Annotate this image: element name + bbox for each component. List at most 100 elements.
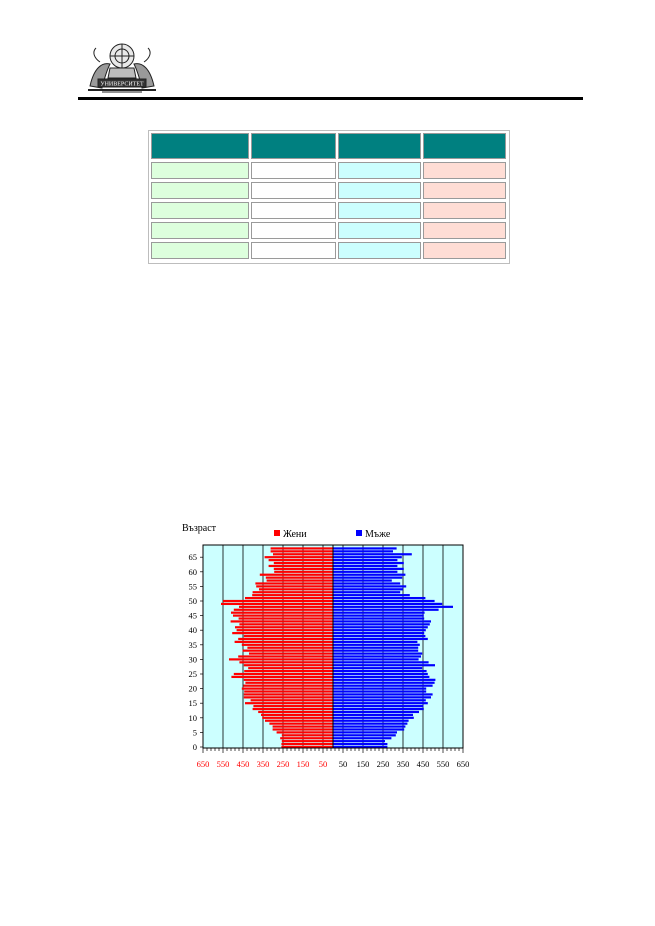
bar-men — [333, 626, 428, 629]
bar-women — [229, 658, 333, 661]
table-cell — [251, 182, 336, 199]
y-tick-label: 40 — [189, 625, 198, 635]
y-tick-label: 30 — [189, 654, 198, 664]
bar-women — [281, 745, 333, 749]
bar-men — [333, 664, 435, 667]
bar-men — [333, 713, 413, 716]
bar-men — [333, 731, 397, 734]
bar-women — [248, 667, 333, 670]
x-tick-label: 250 — [277, 759, 290, 769]
bar-women — [233, 672, 333, 676]
bar-men — [333, 690, 427, 693]
bar-women — [242, 649, 333, 652]
y-tick-label: 45 — [189, 611, 198, 621]
bar-men — [333, 725, 406, 728]
bar-women — [252, 594, 333, 597]
bar-women — [253, 705, 333, 708]
bar-men — [333, 623, 430, 626]
bar-men — [333, 629, 426, 632]
bar-women — [281, 740, 333, 743]
bar-women — [262, 716, 333, 719]
bar-men — [333, 585, 407, 588]
bar-men — [333, 734, 396, 737]
bar-men — [333, 702, 428, 705]
bar-women — [234, 640, 333, 643]
table-header-cell — [338, 133, 421, 159]
bar-women — [232, 632, 333, 635]
bar-women — [280, 737, 333, 740]
bar-men — [333, 693, 433, 696]
y-tick-label: 5 — [193, 727, 197, 737]
table-header-cell — [251, 133, 336, 159]
bar-women — [239, 661, 333, 664]
table-cell — [423, 242, 506, 259]
table-cell — [423, 202, 506, 219]
bar-men — [333, 681, 435, 684]
bar-men — [333, 561, 404, 565]
bar-women — [235, 626, 333, 629]
bar-men — [333, 602, 443, 606]
table-cell — [338, 242, 421, 259]
bar-men — [333, 596, 426, 600]
legend-label: Мъже — [365, 529, 391, 540]
x-tick-label: 150 — [297, 759, 310, 769]
bar-women — [270, 547, 333, 550]
x-tick-label: 550 — [217, 759, 230, 769]
bar-women — [281, 742, 333, 746]
bar-women — [259, 573, 333, 576]
bar-women — [223, 599, 333, 603]
bar-women — [273, 567, 333, 570]
bar-women — [238, 617, 333, 620]
x-tick-label: 50 — [339, 759, 348, 769]
bar-women — [274, 570, 333, 573]
bar-women — [281, 734, 333, 737]
table-cell — [251, 242, 336, 259]
bar-men — [333, 667, 423, 670]
bar-women — [258, 710, 333, 714]
y-tick-label: 60 — [189, 567, 198, 577]
bar-women — [239, 605, 333, 608]
bar-men — [333, 658, 419, 661]
bar-men — [333, 576, 403, 579]
x-tick-label: 450 — [417, 759, 430, 769]
legend-swatch — [274, 530, 280, 536]
bar-men — [333, 573, 406, 576]
bar-men — [333, 553, 412, 556]
x-tick-label: 450 — [237, 759, 250, 769]
bar-men — [333, 652, 423, 655]
table-cell — [151, 242, 249, 259]
bar-women — [245, 681, 333, 684]
bar-men — [333, 608, 439, 611]
bar-men — [333, 567, 404, 570]
bar-women — [241, 643, 333, 646]
bar-men — [333, 594, 410, 597]
table-cell — [251, 202, 336, 219]
table-cell — [338, 162, 421, 179]
bar-women — [247, 646, 333, 649]
x-tick-label: 250 — [377, 759, 390, 769]
x-tick-label: 150 — [357, 759, 370, 769]
bar-men — [333, 634, 426, 638]
table-header-cell — [423, 133, 506, 159]
bar-women — [243, 684, 333, 687]
bar-men — [333, 599, 435, 603]
bar-men — [333, 582, 401, 585]
bar-men — [333, 559, 398, 562]
bar-women — [243, 696, 333, 699]
bar-women — [273, 553, 333, 556]
bar-men — [333, 707, 424, 711]
header-rule — [78, 97, 583, 100]
bar-men — [333, 556, 402, 559]
bar-women — [272, 728, 333, 731]
bar-men — [333, 696, 431, 699]
bar-women — [243, 664, 333, 667]
bar-women — [233, 614, 333, 617]
bar-men — [333, 655, 421, 658]
y-tick-label: 50 — [189, 596, 198, 606]
logo-caption: УНИВЕРСИТЕТ — [100, 82, 144, 88]
bar-men — [333, 705, 424, 708]
bar-men — [333, 740, 385, 743]
bar-men — [333, 564, 398, 568]
bar-men — [333, 614, 424, 617]
bar-men — [333, 675, 430, 679]
